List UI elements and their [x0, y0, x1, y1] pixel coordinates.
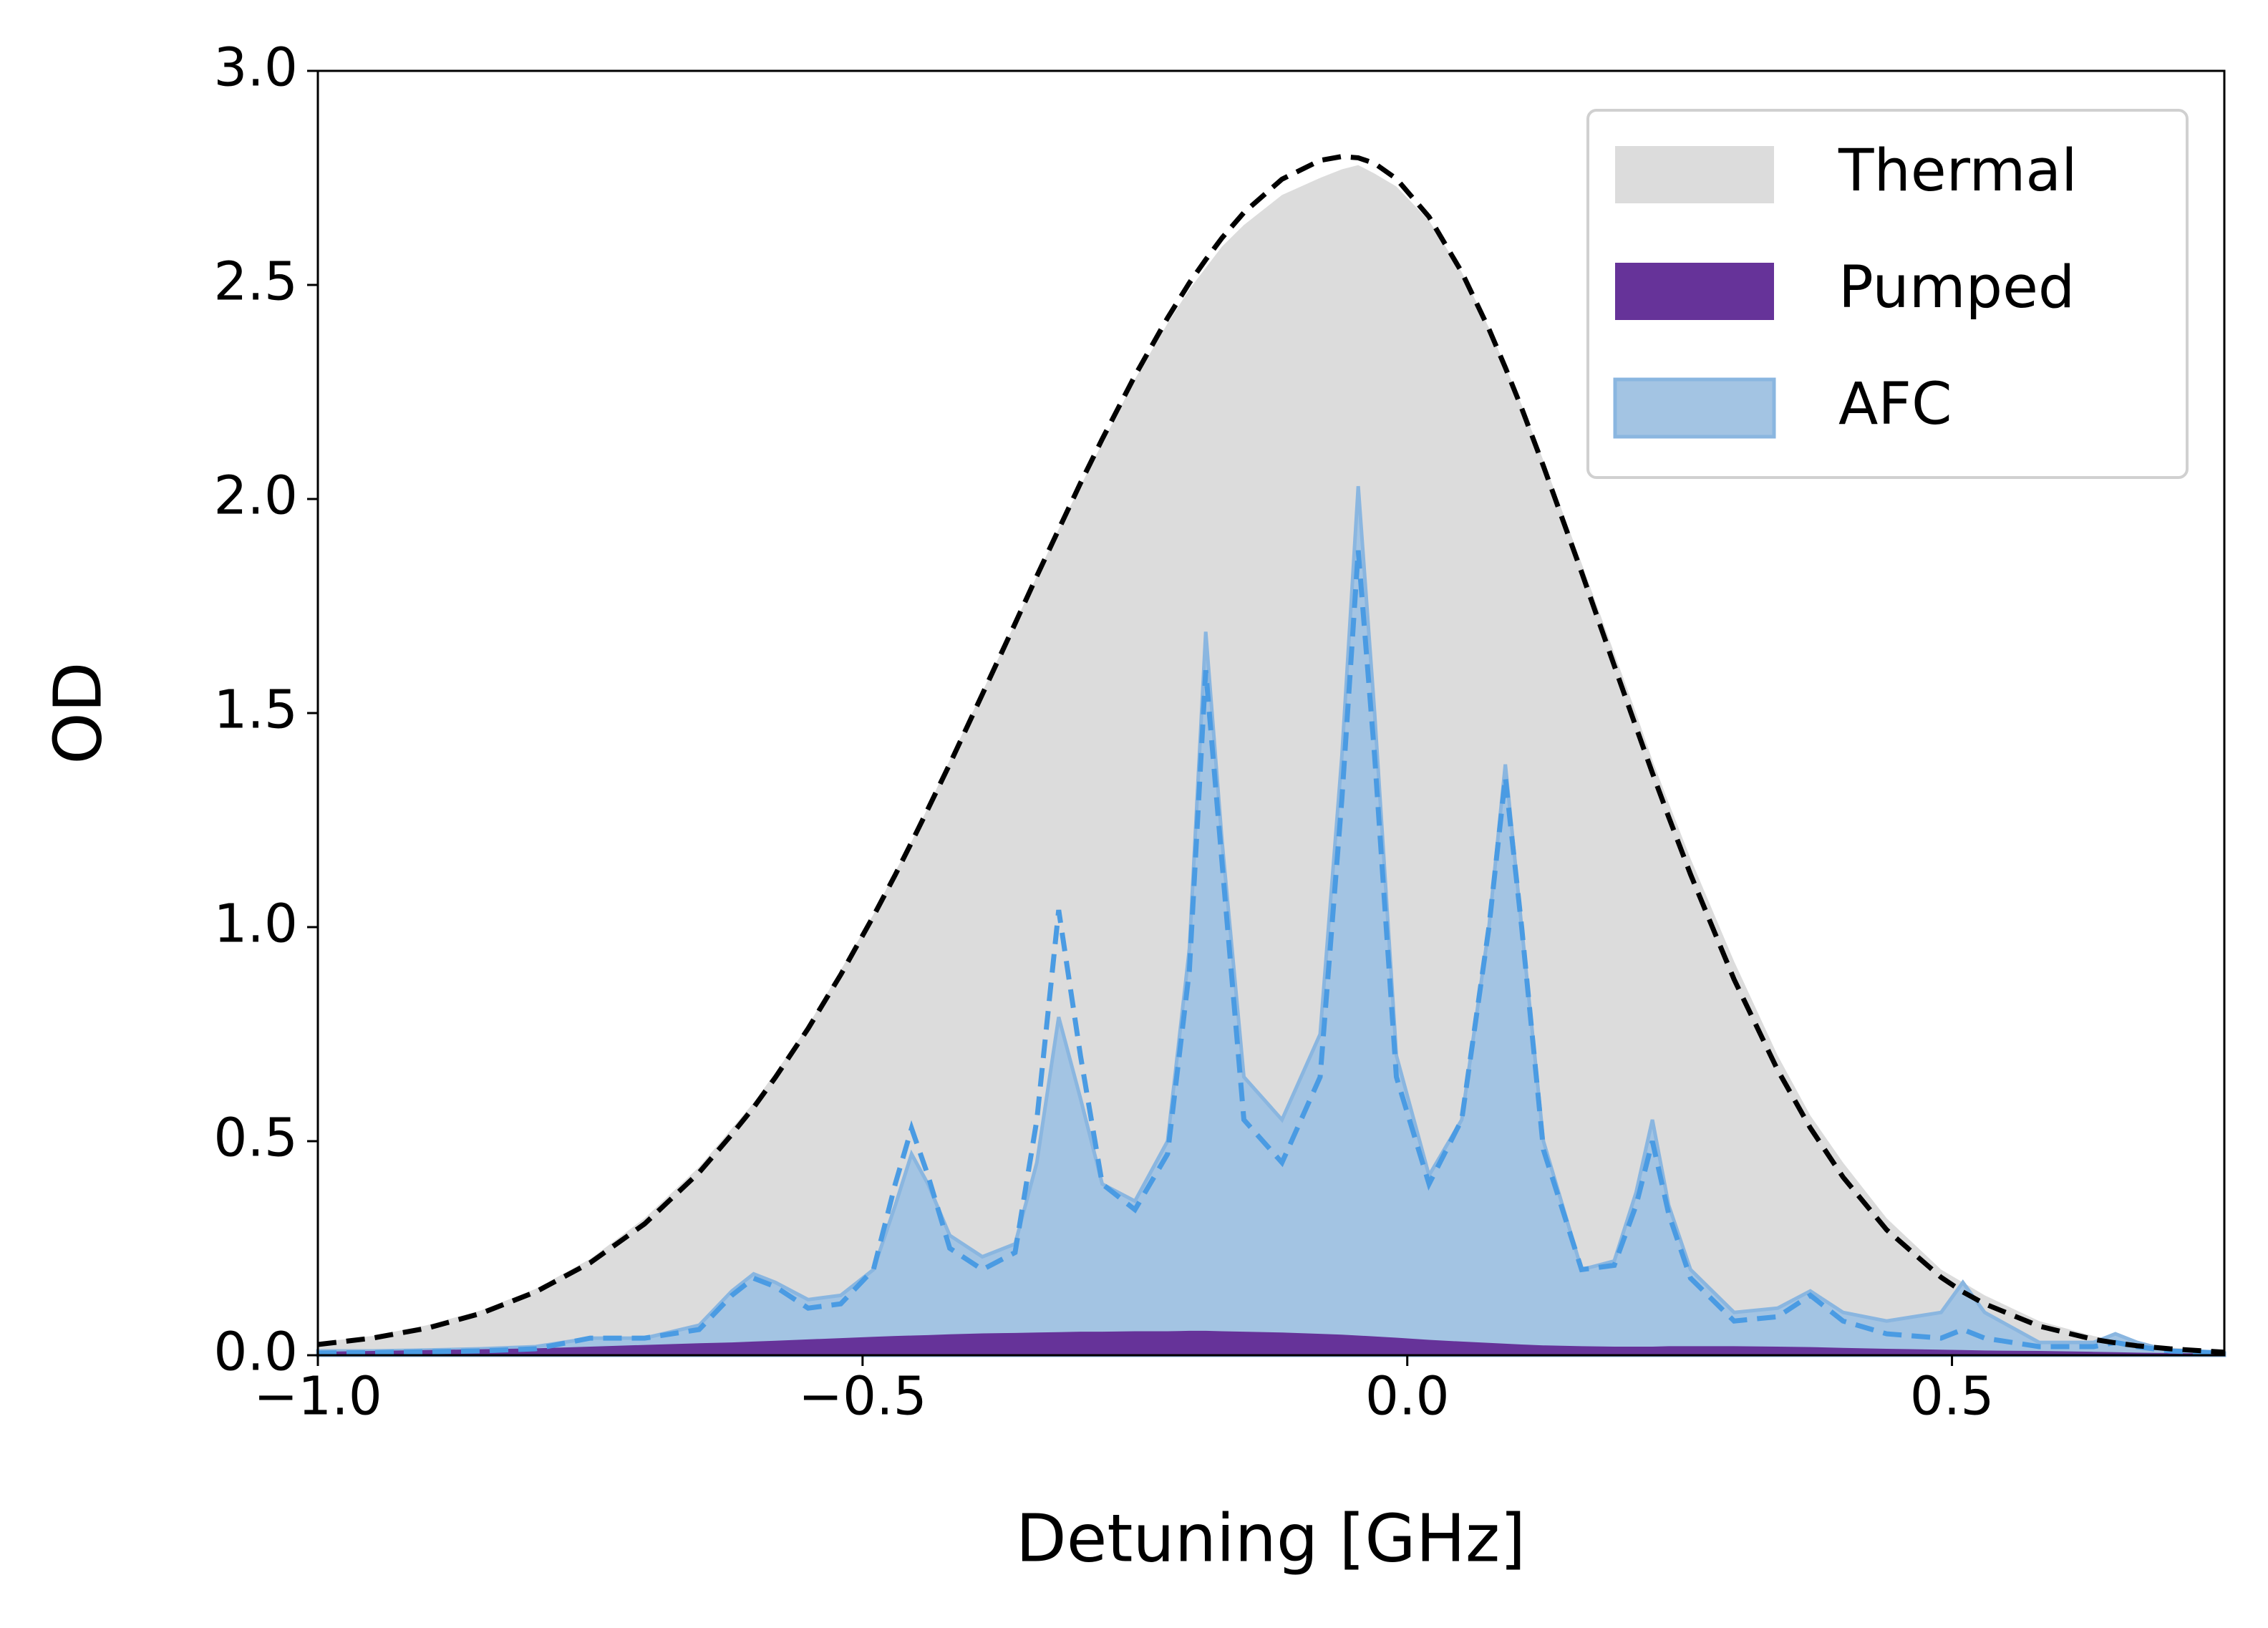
legend-label: AFC	[1838, 371, 1952, 438]
y-tick-label: 2.5	[213, 251, 298, 313]
fit-line	[317, 154, 2225, 1355]
legend-swatch	[1613, 377, 1776, 439]
area	[316, 485, 2226, 1357]
legend-swatch	[1615, 263, 1774, 320]
legend-swatch	[1615, 146, 1774, 203]
legend-label: Thermal	[1838, 137, 2078, 205]
x-tick-label: 0.0	[1365, 1366, 1450, 1428]
area	[318, 1330, 2224, 1355]
y-tick-label: 2.0	[213, 465, 298, 527]
x-tick-label: −1.0	[253, 1366, 382, 1428]
y-tick-label: 3.0	[213, 37, 298, 99]
y-tick-label: 0.5	[213, 1108, 298, 1169]
fit-line	[317, 550, 2225, 1356]
x-axis-label: Detuning [GHz]	[1016, 1500, 1526, 1576]
y-tick-label: 0.0	[213, 1322, 298, 1383]
y-tick-label: 1.5	[213, 679, 298, 741]
legend-label: Pumped	[1838, 254, 2075, 321]
x-tick-label: 0.5	[1910, 1366, 1995, 1428]
y-tick-label: 1.0	[213, 893, 298, 955]
area	[318, 165, 2224, 1356]
y-axis-label: OD	[39, 662, 116, 764]
x-tick-label: −0.5	[798, 1366, 927, 1428]
